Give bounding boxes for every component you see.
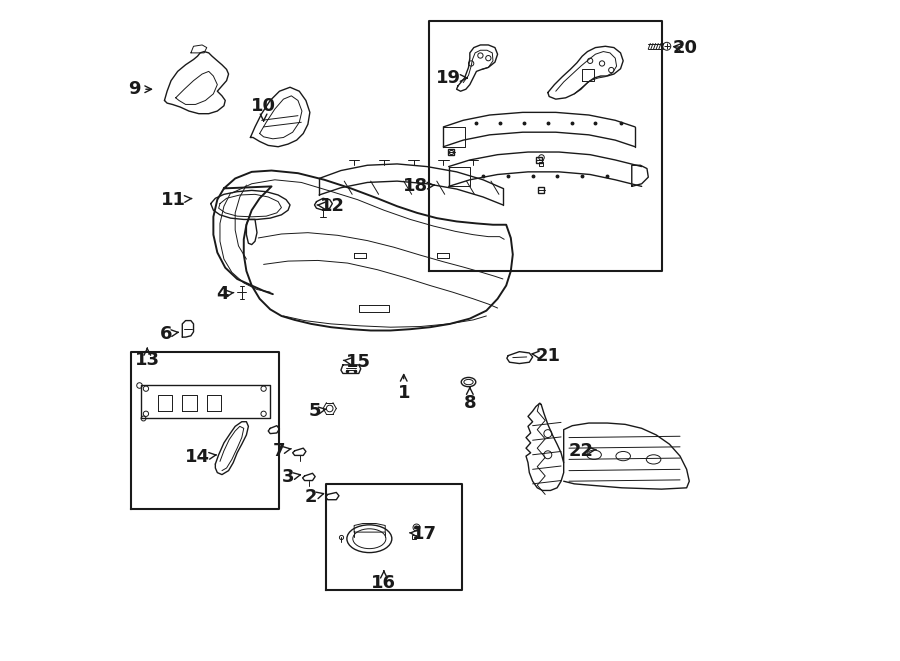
- Text: 17: 17: [410, 525, 437, 543]
- Text: 14: 14: [185, 448, 216, 467]
- Text: 2: 2: [305, 488, 324, 506]
- Text: 21: 21: [532, 346, 561, 365]
- Text: 3: 3: [282, 468, 301, 486]
- Text: 15: 15: [344, 353, 372, 371]
- Text: 11: 11: [161, 190, 192, 209]
- Text: 8: 8: [464, 387, 476, 412]
- Text: 4: 4: [216, 285, 234, 303]
- Text: 13: 13: [135, 348, 160, 369]
- Text: 7: 7: [274, 442, 292, 460]
- Text: 10: 10: [251, 97, 276, 121]
- Text: 5: 5: [308, 402, 327, 420]
- Text: 22: 22: [569, 442, 596, 460]
- Text: 20: 20: [672, 38, 698, 57]
- Text: 12: 12: [317, 197, 345, 215]
- Text: 18: 18: [403, 177, 434, 196]
- Text: 1: 1: [398, 375, 410, 403]
- Text: 9: 9: [128, 80, 151, 98]
- Text: 19: 19: [436, 69, 467, 87]
- Text: 6: 6: [159, 325, 178, 343]
- Text: 16: 16: [372, 571, 396, 592]
